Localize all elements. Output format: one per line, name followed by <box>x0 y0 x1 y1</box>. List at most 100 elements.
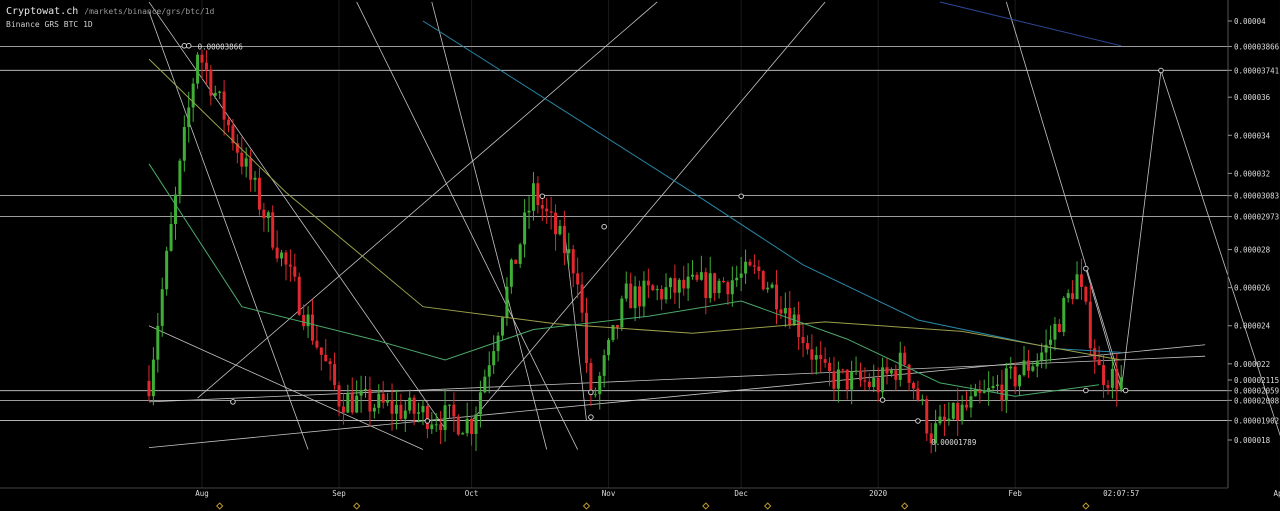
candle-body <box>713 273 717 294</box>
candle-body <box>646 280 650 286</box>
candle-body <box>562 225 566 254</box>
candle-body <box>355 395 359 413</box>
event-marker <box>901 502 909 510</box>
candlesticks <box>147 49 1123 454</box>
candle-body <box>257 177 261 210</box>
candle-body <box>805 343 809 350</box>
trendline <box>148 344 1206 449</box>
candle-body <box>916 388 920 401</box>
price-axis[interactable]: 0.00004 0.00003866 0.00003741 0.000036 0.000… <box>1227 0 1280 488</box>
drawing-handle <box>424 418 431 424</box>
candle-body <box>249 158 253 180</box>
time-tick-label: Nov <box>602 489 616 498</box>
trendline <box>148 325 424 450</box>
event-marker <box>702 502 710 510</box>
trendline <box>148 11 309 450</box>
site-title[interactable]: Cryptowat.ch /markets/binance/grs/btc/1d <box>6 6 214 17</box>
candle-body <box>580 284 584 313</box>
drawing-handle <box>230 399 236 405</box>
candle-body <box>978 389 982 393</box>
candle-body <box>655 289 659 291</box>
candle-body <box>231 125 235 144</box>
candle-body <box>965 404 969 408</box>
candle-body <box>518 244 522 264</box>
candle-body <box>377 393 381 408</box>
candle-body <box>1097 359 1101 366</box>
candle-body <box>748 261 752 266</box>
candle-body <box>1093 348 1097 360</box>
candle-body <box>898 352 902 380</box>
candle-body <box>929 433 933 444</box>
candle-body <box>346 393 350 413</box>
price-annotation: 0.00001789 <box>931 438 976 447</box>
candle-body <box>699 272 703 280</box>
candle-body <box>359 390 363 396</box>
chart-grid <box>201 0 1280 488</box>
candle-body <box>881 367 885 393</box>
candle-body <box>483 376 487 393</box>
candle-body <box>1035 360 1039 367</box>
candle-body <box>757 266 761 272</box>
candle-body <box>333 364 337 386</box>
candle-body <box>942 416 946 421</box>
candle-body <box>624 283 628 299</box>
candle-body <box>509 259 513 287</box>
candle-body <box>169 223 173 251</box>
horizontal-levels <box>0 46 1228 421</box>
trendline <box>197 1 658 399</box>
price-tick-label: 0.000034 <box>1234 131 1271 140</box>
trendline <box>563 230 587 422</box>
candle-body <box>969 396 973 408</box>
candle-body <box>788 308 792 326</box>
candle-body <box>324 354 328 362</box>
candle-body <box>982 391 986 393</box>
candle-body <box>912 382 916 389</box>
candle-body <box>885 367 889 374</box>
drawing-handle <box>1158 67 1164 74</box>
candle-body <box>867 381 871 388</box>
candle-body <box>717 280 721 294</box>
drawing-handle <box>588 389 594 396</box>
candle-body <box>540 205 544 209</box>
candle-body <box>620 298 624 328</box>
candle-body <box>651 285 655 291</box>
candle-body <box>973 389 977 397</box>
candle-body <box>991 385 995 389</box>
candle-body <box>381 393 385 403</box>
candle-body <box>386 400 390 403</box>
drawing-handle <box>181 43 188 49</box>
drawing-handle <box>915 418 921 424</box>
drawing-handle <box>601 223 607 230</box>
trendline <box>431 1 548 450</box>
candle-body <box>735 277 739 281</box>
candle-body <box>863 380 867 382</box>
price-tick-label: 0.00003083 <box>1234 192 1279 201</box>
candle-body <box>302 314 306 327</box>
moving-averages <box>148 1 1122 397</box>
candle-body <box>505 286 509 318</box>
candle-body <box>752 265 756 267</box>
candle-body <box>196 54 200 84</box>
candle-body <box>770 284 774 288</box>
candle-body <box>1084 286 1088 302</box>
candle-body <box>1062 297 1066 333</box>
candle-body <box>739 273 743 278</box>
price-tick-label: 0.00003866 <box>1234 43 1280 52</box>
market-path: /markets/binance/grs/btc/1d <box>84 7 215 16</box>
candle-body <box>209 69 213 96</box>
candle-body <box>364 389 368 391</box>
candle-body <box>1026 360 1030 371</box>
time-axis[interactable]: Aug Sep Oct Nov Dec 2020 Feb 02:07:57 Apr <box>0 487 1280 510</box>
price-tick-label: 0.00001902 <box>1234 417 1279 426</box>
candle-body <box>465 418 469 434</box>
candle-body <box>275 247 279 259</box>
candle-body <box>470 418 474 435</box>
candle-body <box>589 363 593 395</box>
candle-body <box>660 289 664 300</box>
candle-body <box>987 388 991 392</box>
candle-body <box>819 355 823 360</box>
price-tick-label: 0.00002973 <box>1234 213 1279 222</box>
drawing-handle <box>1083 265 1089 272</box>
candle-body <box>536 183 540 206</box>
